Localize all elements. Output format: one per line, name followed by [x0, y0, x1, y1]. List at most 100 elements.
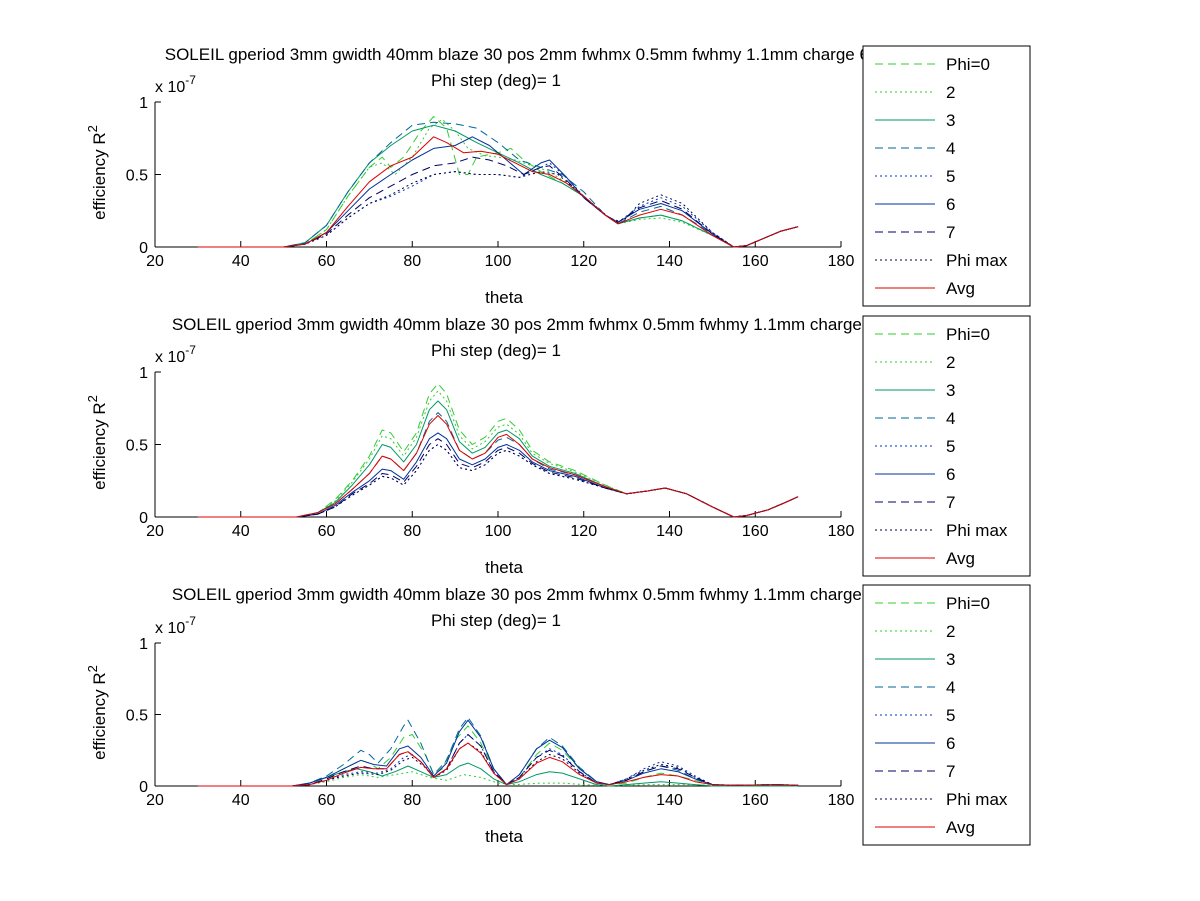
x-tick-label: 180 — [828, 253, 855, 270]
legend: Phi=0 2 3 4 5 6 7 Phi max Avg — [862, 584, 1031, 846]
series-line-2 — [197, 118, 799, 248]
legend-entry-label: Phi max — [946, 251, 1008, 270]
y-tick-label: 0.5 — [126, 708, 148, 725]
series-line-3 — [197, 400, 799, 518]
x-tick-label: 100 — [485, 523, 512, 540]
y-exponent-label: x 10-7 — [155, 614, 196, 637]
x-tick-label: 120 — [570, 523, 597, 540]
series-line-5 — [197, 444, 799, 518]
x-tick-label: 180 — [828, 523, 855, 540]
series-line-8 — [197, 742, 799, 787]
x-tick-label: 120 — [570, 792, 597, 809]
y-exponent-base: x 10 — [155, 620, 185, 637]
x-tick-label: 140 — [656, 253, 683, 270]
x-tick-label: 160 — [742, 253, 769, 270]
legend-entry-label: 3 — [946, 111, 955, 130]
x-axis-label: theta — [485, 288, 523, 307]
y-tick-label: 1 — [139, 95, 148, 112]
legend-entry-label: Avg — [946, 279, 975, 298]
y-tick-label: 0.5 — [126, 438, 148, 455]
y-axis-label: efficiency R2 — [85, 395, 109, 490]
x-tick-label: 100 — [485, 253, 512, 270]
y-tick-label: 1 — [139, 365, 148, 382]
series-line-1 — [197, 116, 799, 248]
y-axis-label-main: efficiency R — [90, 132, 109, 220]
y-axis-label-sup: 2 — [85, 125, 100, 132]
chart-title-main: SOLEIL gperiod 3mm gwidth 40mm blaze 30 … — [172, 315, 876, 334]
x-axis-label: theta — [485, 827, 523, 846]
y-tick-label: 0.5 — [126, 168, 148, 185]
x-tick-label: 140 — [656, 523, 683, 540]
y-exponent-base: x 10 — [155, 79, 185, 96]
y-axis-label-sup: 2 — [85, 665, 100, 672]
legend-entry-label: Phi=0 — [946, 55, 990, 74]
series-line-9 — [197, 415, 799, 518]
chart-title-main: SOLEIL gperiod 3mm gwidth 40mm blaze 30 … — [172, 585, 876, 604]
legend-entry-label: 7 — [946, 493, 955, 512]
x-tick-label: 80 — [403, 253, 421, 270]
x-tick-label: 40 — [232, 253, 250, 270]
legend-entry-label: 3 — [946, 381, 955, 400]
legend-entry-label: Avg — [946, 549, 975, 568]
y-exponent-label: x 10-7 — [155, 73, 196, 96]
y-axis-label-main: efficiency R — [90, 672, 109, 760]
legend-entry-label: 2 — [946, 622, 955, 641]
series-line-8 — [197, 444, 799, 518]
y-exponent-base: x 10 — [155, 349, 185, 366]
series-line-4 — [197, 412, 799, 518]
series-line-9 — [197, 742, 799, 787]
chart-title: SOLEIL gperiod 3mm gwidth 40mm blaze 30 … — [165, 45, 916, 64]
series-line-7 — [197, 156, 799, 248]
series-line-2 — [197, 390, 799, 518]
x-tick-label: 180 — [828, 792, 855, 809]
series-line-3 — [197, 124, 799, 248]
x-tick-label: 80 — [403, 523, 421, 540]
x-tick-label: 20 — [146, 253, 164, 270]
legend-entry-label: Avg — [946, 818, 975, 837]
y-exponent-label: x 10-7 — [155, 343, 196, 366]
legend: Phi=0 2 3 4 5 6 7 Phi max Avg — [862, 45, 1031, 307]
series-line-7 — [197, 734, 799, 787]
chart-title-main: SOLEIL gperiod 3mm gwidth 40mm blaze 30 … — [165, 45, 869, 64]
x-axis-label: theta — [485, 558, 523, 577]
y-axis-label: efficiency R2 — [85, 665, 109, 760]
x-tick-label: 40 — [232, 792, 250, 809]
legend-entry-label: 5 — [946, 706, 955, 725]
series-line-4 — [197, 121, 799, 248]
legend-entry-label: 6 — [946, 734, 955, 753]
x-tick-label: 160 — [742, 792, 769, 809]
y-exponent-power: -7 — [185, 614, 196, 628]
y-axis-label-main: efficiency R — [90, 402, 109, 490]
legend-entry-label: 4 — [946, 409, 955, 428]
chart-panel-2: SOLEIL gperiod 3mm gwidth 40mm blaze 30 … — [85, 315, 1031, 577]
legend-entry-label: Phi=0 — [946, 325, 990, 344]
legend: Phi=0 2 3 4 5 6 7 Phi max Avg — [862, 315, 1031, 577]
chart-panel-3: SOLEIL gperiod 3mm gwidth 40mm blaze 30 … — [85, 584, 1031, 846]
x-tick-label: 20 — [146, 523, 164, 540]
legend-box — [862, 45, 1031, 307]
legend-entry-label: 7 — [946, 223, 955, 242]
y-exponent-power: -7 — [185, 73, 196, 87]
legend-entry-label: 4 — [946, 678, 955, 697]
y-tick-label: 0 — [139, 510, 148, 527]
legend-entry-label: 2 — [946, 83, 955, 102]
legend-entry-label: 7 — [946, 762, 955, 781]
series-line-2 — [197, 771, 799, 787]
legend-entry-label: 5 — [946, 167, 955, 186]
series-line-5 — [197, 734, 799, 787]
y-tick-label: 0 — [139, 779, 148, 796]
chart-title: SOLEIL gperiod 3mm gwidth 40mm blaze 30 … — [172, 585, 908, 604]
x-tick-label: 100 — [485, 792, 512, 809]
y-axis-label-sup: 2 — [85, 395, 100, 402]
series-line-6 — [197, 719, 799, 787]
y-exponent-power: -7 — [185, 343, 196, 357]
series-line-8 — [197, 171, 799, 248]
legend-entry-label: Phi max — [946, 521, 1008, 540]
x-tick-label: 20 — [146, 792, 164, 809]
legend-entry-label: 6 — [946, 465, 955, 484]
x-tick-label: 60 — [318, 523, 336, 540]
x-tick-label: 60 — [318, 792, 336, 809]
y-tick-label: 1 — [139, 636, 148, 653]
chart-panel-1: SOLEIL gperiod 3mm gwidth 40mm blaze 30 … — [85, 45, 1031, 307]
